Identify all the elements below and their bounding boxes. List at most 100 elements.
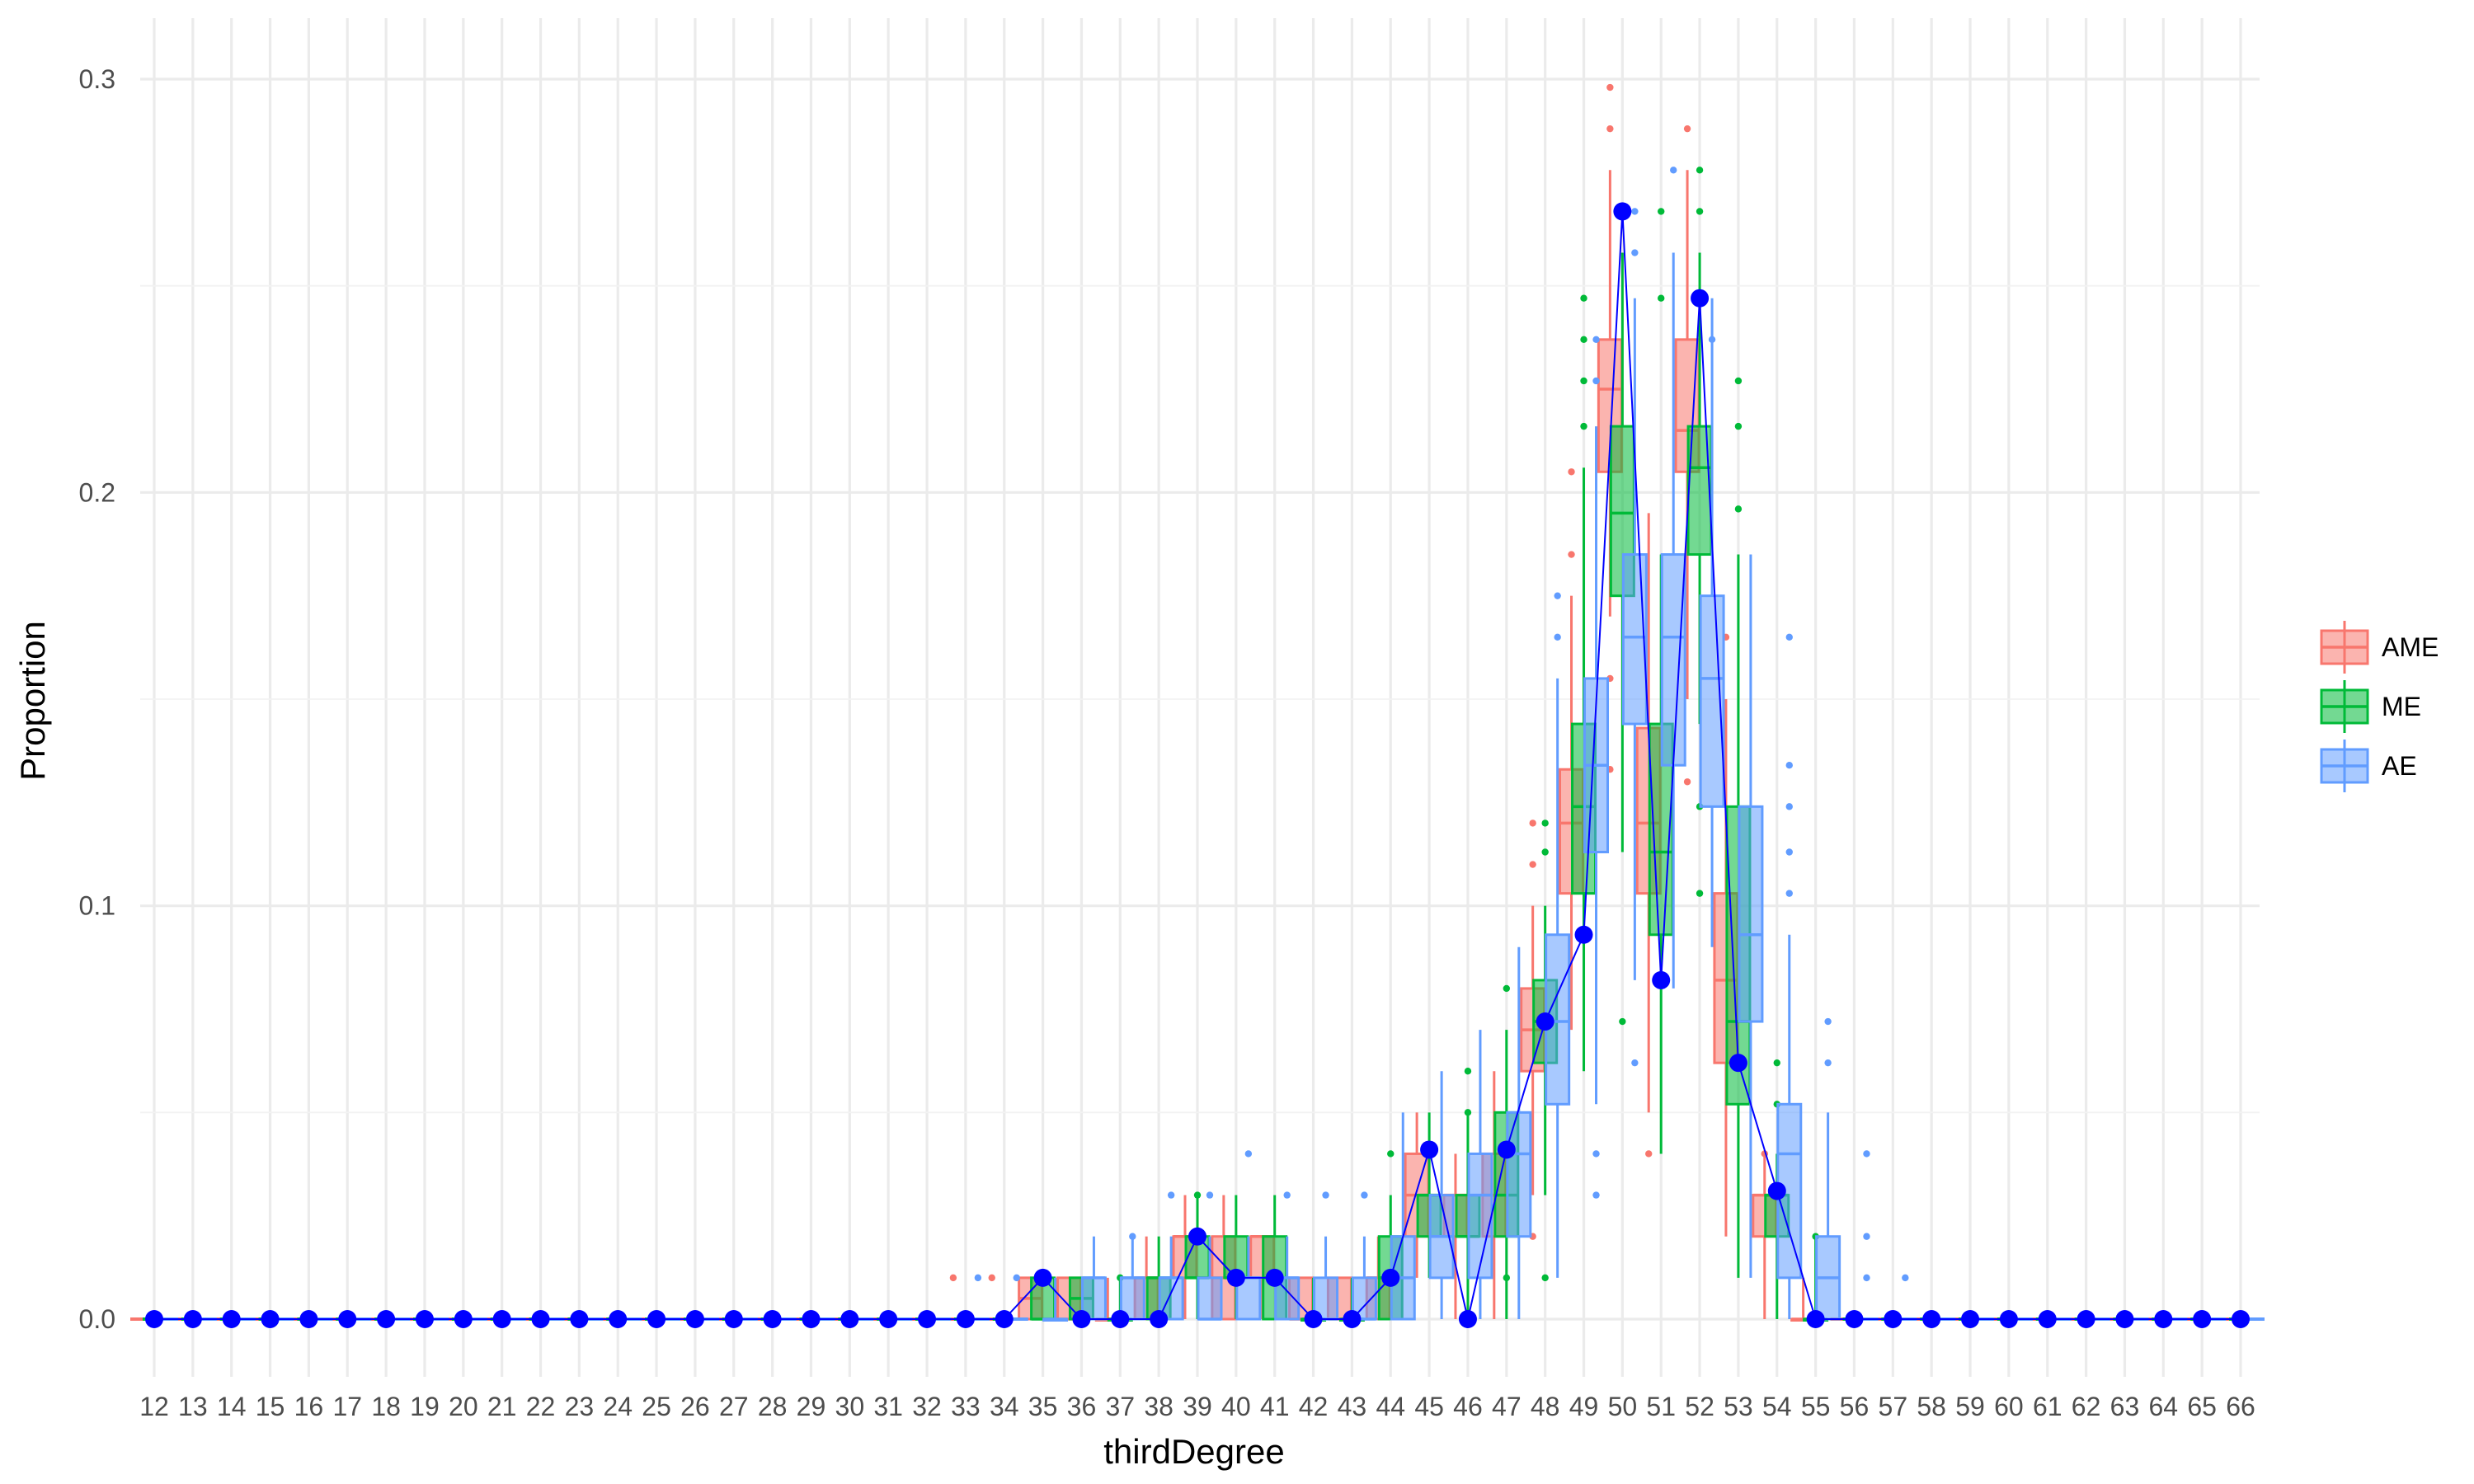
overlay-point bbox=[1884, 1310, 1903, 1328]
outlier-point-ae bbox=[1785, 633, 1793, 641]
outlier-point-ame bbox=[1529, 861, 1536, 868]
x-tick-label: 45 bbox=[1414, 1392, 1444, 1421]
outlier-point-ae bbox=[1592, 1150, 1600, 1158]
legend-label-me: ME bbox=[2382, 692, 2421, 721]
overlay-line-series bbox=[145, 202, 2250, 1328]
outlier-point-ae bbox=[974, 1274, 982, 1282]
outlier-point-me bbox=[1734, 377, 1743, 385]
x-tick-label: 12 bbox=[139, 1392, 169, 1421]
x-tick-label: 57 bbox=[1879, 1392, 1908, 1421]
x-tick-label: 54 bbox=[1762, 1392, 1792, 1421]
overlay-point bbox=[685, 1310, 704, 1328]
overlay-point bbox=[1420, 1140, 1439, 1159]
x-tick-label: 34 bbox=[990, 1392, 1019, 1421]
outlier-point-ae bbox=[1902, 1274, 1909, 1282]
x-tick-label: 66 bbox=[2226, 1392, 2255, 1421]
x-tick-label: 31 bbox=[873, 1392, 903, 1421]
x-tick-label: 28 bbox=[758, 1392, 788, 1421]
outlier-point-me bbox=[1503, 1274, 1511, 1282]
x-axis-title: thirdDegree bbox=[1103, 1432, 1284, 1471]
outlier-point-me bbox=[1503, 984, 1511, 993]
overlay-point bbox=[995, 1310, 1014, 1328]
overlay-point bbox=[724, 1310, 743, 1328]
x-tick-label: 14 bbox=[217, 1392, 247, 1421]
outlier-point-me bbox=[1464, 1109, 1472, 1116]
x-tick-label: 33 bbox=[951, 1392, 981, 1421]
overlay-point bbox=[1729, 1054, 1747, 1073]
x-tick-label: 25 bbox=[642, 1392, 671, 1421]
overlay-point bbox=[1652, 970, 1671, 989]
overlay-point bbox=[2038, 1310, 2057, 1328]
outlier-point-me bbox=[1696, 208, 1704, 215]
y-tick-label: 0.3 bbox=[79, 64, 115, 94]
outlier-point-ame bbox=[1529, 819, 1536, 827]
x-tick-label: 55 bbox=[1801, 1392, 1831, 1421]
overlay-point bbox=[609, 1310, 628, 1328]
overlay-point bbox=[570, 1310, 589, 1328]
overlay-point bbox=[1226, 1268, 1245, 1287]
outlier-point-ae bbox=[1708, 336, 1716, 344]
overlay-point bbox=[1691, 289, 1710, 308]
outlier-point-ae bbox=[1785, 762, 1793, 769]
overlay-point bbox=[763, 1310, 782, 1328]
x-tick-label: 16 bbox=[294, 1392, 324, 1421]
overlay-point bbox=[2077, 1310, 2095, 1328]
x-tick-label: 44 bbox=[1376, 1392, 1405, 1421]
overlay-point bbox=[918, 1310, 937, 1328]
legend-label-ae: AE bbox=[2382, 751, 2417, 781]
outlier-point-ae bbox=[1631, 249, 1639, 256]
overlay-point bbox=[1033, 1268, 1052, 1287]
x-tick-label: 40 bbox=[1221, 1392, 1251, 1421]
overlay-point bbox=[1343, 1310, 1362, 1328]
x-tick-label: 61 bbox=[2033, 1392, 2062, 1421]
outlier-point-me bbox=[1658, 294, 1665, 302]
overlay-point bbox=[338, 1310, 357, 1328]
overlay-point bbox=[1150, 1310, 1169, 1328]
overlay-point bbox=[261, 1310, 280, 1328]
box-ae bbox=[1621, 553, 1648, 726]
outlier-point-me bbox=[1658, 208, 1665, 215]
box-ae bbox=[1738, 805, 1764, 1023]
y-axis-title: Proportion bbox=[13, 621, 52, 781]
outlier-point-ae bbox=[1670, 167, 1677, 174]
outlier-point-ae bbox=[1283, 1191, 1291, 1199]
outlier-point-ame bbox=[1568, 468, 1575, 476]
x-tick-label: 52 bbox=[1685, 1392, 1714, 1421]
overlay-point bbox=[183, 1310, 202, 1328]
outlier-point-ame bbox=[1606, 83, 1614, 92]
overlay-point bbox=[2154, 1310, 2173, 1328]
x-tick-label: 18 bbox=[371, 1392, 401, 1421]
box-ae bbox=[1197, 1276, 1223, 1321]
outlier-point-ae bbox=[1592, 377, 1600, 385]
overlay-point bbox=[1111, 1310, 1130, 1328]
x-tick-label: 36 bbox=[1067, 1392, 1097, 1421]
x-tick-label: 64 bbox=[2148, 1392, 2178, 1421]
outlier-point-me bbox=[1734, 505, 1743, 513]
x-tick-label: 19 bbox=[410, 1392, 440, 1421]
x-tick-label: 39 bbox=[1183, 1392, 1212, 1421]
overlay-point bbox=[1999, 1310, 2018, 1328]
x-tick-label: 41 bbox=[1260, 1392, 1290, 1421]
outlier-point-ae bbox=[1785, 803, 1793, 810]
x-tick-label: 46 bbox=[1453, 1392, 1483, 1421]
overlay-point bbox=[1845, 1310, 1864, 1328]
x-tick-label: 65 bbox=[2187, 1392, 2217, 1421]
outlier-point-ae bbox=[1129, 1233, 1136, 1240]
overlay-point bbox=[1304, 1310, 1323, 1328]
outlier-point-ae bbox=[1824, 1059, 1832, 1067]
overlay-point bbox=[1613, 202, 1632, 221]
x-tick-label: 35 bbox=[1028, 1392, 1058, 1421]
x-tick-label: 26 bbox=[680, 1392, 710, 1421]
overlay-point bbox=[802, 1310, 821, 1328]
box-ae bbox=[1506, 1111, 1532, 1238]
outlier-point-me bbox=[1619, 1017, 1626, 1026]
overlay-point bbox=[1922, 1310, 1941, 1328]
x-tick-label: 37 bbox=[1105, 1392, 1135, 1421]
x-tick-label: 23 bbox=[565, 1392, 595, 1421]
x-tick-label: 17 bbox=[332, 1392, 362, 1421]
outlier-point-me bbox=[1541, 819, 1549, 827]
outlier-point-ae bbox=[1631, 1059, 1639, 1067]
box-ae bbox=[1699, 594, 1725, 808]
x-tick-label: 60 bbox=[1994, 1392, 2024, 1421]
